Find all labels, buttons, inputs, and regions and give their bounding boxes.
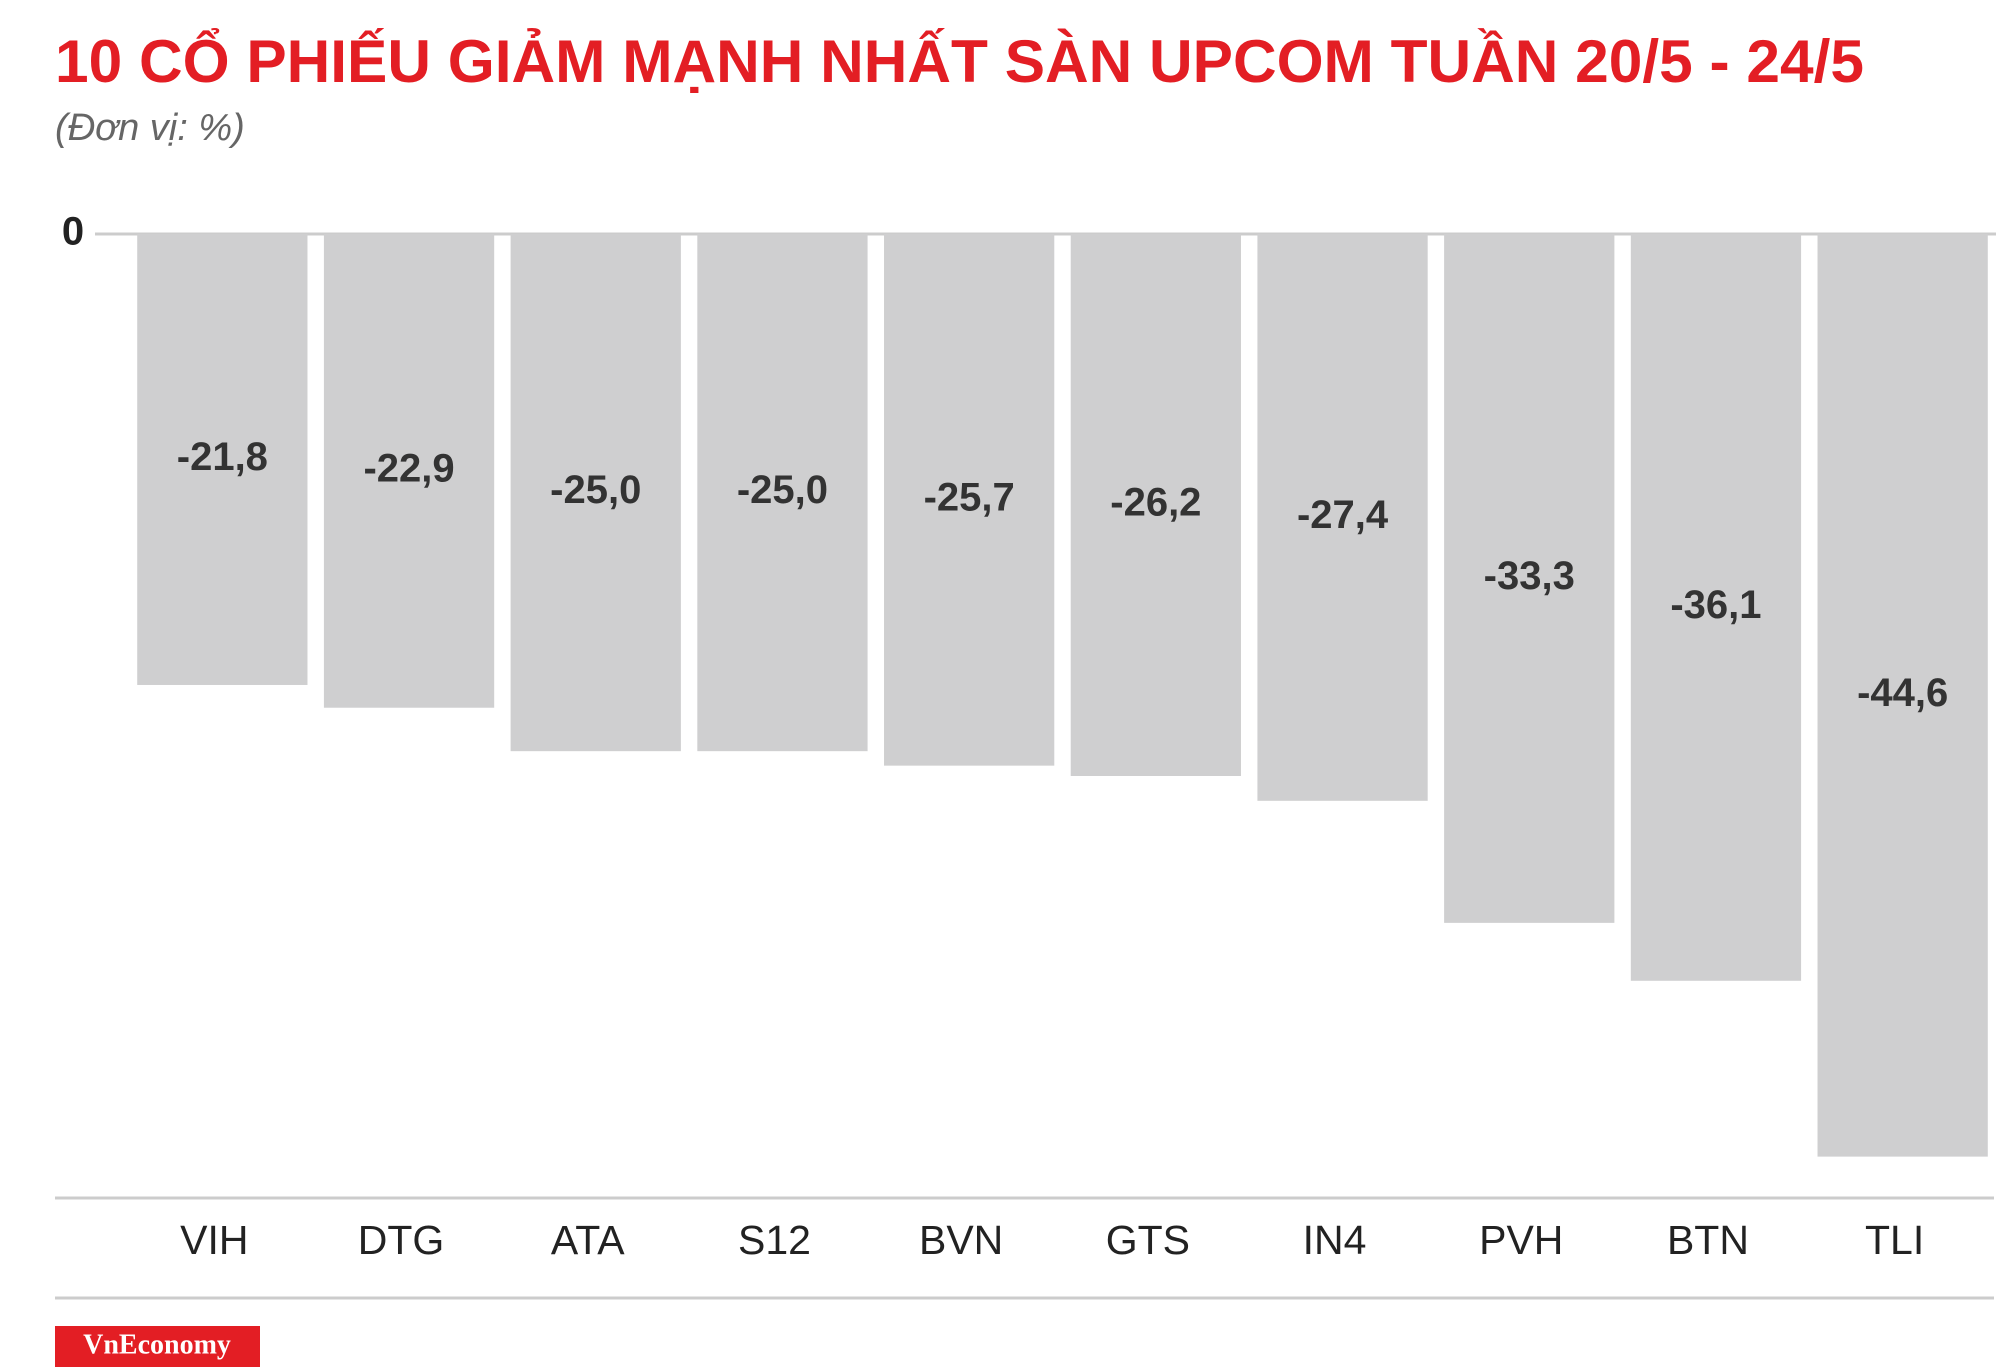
value-label: -25,7 bbox=[924, 475, 1015, 519]
value-label: -22,9 bbox=[363, 446, 454, 490]
bar bbox=[1630, 234, 1802, 981]
value-label: -33,3 bbox=[1484, 554, 1575, 598]
value-label: -26,2 bbox=[1110, 481, 1201, 525]
x-tick-label: VIH bbox=[180, 1217, 248, 1263]
x-tick-label: BVN bbox=[919, 1217, 1003, 1263]
bar bbox=[1070, 234, 1241, 776]
bar bbox=[323, 234, 495, 708]
logo: VnEconomy bbox=[83, 1329, 231, 1360]
value-label: -25,0 bbox=[550, 468, 641, 512]
x-tick-label: BTN bbox=[1667, 1217, 1749, 1263]
x-tick-label: GTS bbox=[1106, 1217, 1190, 1263]
value-label: -25,0 bbox=[737, 468, 828, 512]
value-label: -44,6 bbox=[1857, 671, 1948, 715]
x-tick-label: TLI bbox=[1865, 1217, 1924, 1263]
chart-title: 10 CỔ PHIẾU GIẢM MẠNH NHẤT SÀN UPCOM TUẦ… bbox=[55, 28, 1864, 95]
bar bbox=[697, 234, 868, 752]
x-tick-label: PVH bbox=[1479, 1217, 1563, 1263]
x-tick-label: IN4 bbox=[1303, 1217, 1367, 1263]
bar bbox=[510, 234, 681, 752]
x-tick-label: DTG bbox=[358, 1217, 445, 1263]
bar bbox=[1817, 234, 1988, 1157]
bar bbox=[884, 234, 1055, 766]
value-label: -21,8 bbox=[177, 435, 268, 479]
chart-subtitle: (Đơn vị: %) bbox=[55, 107, 245, 149]
bar bbox=[1444, 234, 1615, 923]
logo-box bbox=[55, 1326, 260, 1367]
bar bbox=[137, 234, 308, 685]
x-tick-label: S12 bbox=[738, 1217, 811, 1263]
value-label: -27,4 bbox=[1297, 493, 1389, 537]
bar bbox=[1257, 234, 1428, 801]
value-label: -36,1 bbox=[1670, 583, 1761, 627]
y-tick-label: 0 bbox=[62, 210, 84, 254]
x-tick-label: ATA bbox=[551, 1217, 625, 1263]
